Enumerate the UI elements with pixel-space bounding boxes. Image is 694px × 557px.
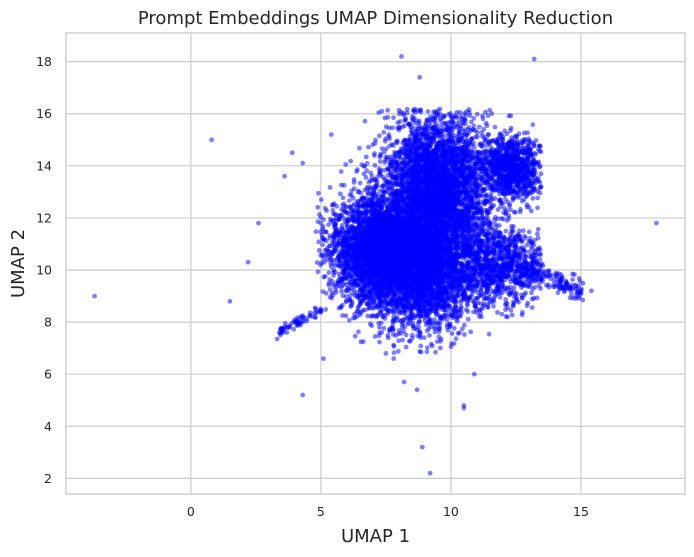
scatter-point	[396, 348, 401, 354]
scatter-point	[459, 326, 465, 332]
scatter-points	[92, 54, 659, 476]
scatter-point	[397, 119, 403, 124]
scatter-point	[315, 269, 321, 275]
scatter-point	[340, 293, 346, 299]
scatter-point	[453, 336, 459, 342]
scatter-point	[486, 132, 491, 138]
scatter-point	[421, 335, 427, 341]
scatter-point	[403, 332, 409, 338]
scatter-point	[352, 333, 358, 339]
scatter-point	[377, 339, 382, 345]
scatter-point	[462, 322, 467, 328]
scatter-point	[372, 162, 378, 168]
scatter-point	[516, 299, 521, 305]
scatter-point	[538, 171, 544, 177]
scatter-point	[449, 331, 455, 336]
scatter-point	[414, 327, 420, 333]
scatter-point	[512, 209, 517, 215]
scatter-point	[391, 115, 396, 121]
scatter-point	[508, 207, 513, 213]
scatter-point	[376, 110, 382, 115]
scatter-point	[369, 314, 374, 319]
scatter-point	[323, 290, 329, 296]
scatter-point	[349, 188, 355, 194]
scatter-point	[351, 177, 357, 182]
scatter-point	[362, 118, 368, 124]
scatter-point	[357, 145, 362, 151]
scatter-point	[329, 295, 335, 301]
scatter-point	[315, 219, 321, 225]
scatter-point	[379, 146, 385, 152]
scatter-point	[530, 196, 536, 201]
scatter-point	[381, 325, 387, 331]
scatter-point	[427, 333, 432, 338]
scatter-point	[468, 329, 474, 335]
scatter-point	[338, 169, 344, 175]
scatter-point	[465, 316, 471, 322]
scatter-point	[425, 109, 431, 114]
scatter-point	[535, 195, 540, 201]
scatter-point	[503, 228, 509, 234]
scatter-point	[366, 144, 371, 150]
scatter-point	[479, 130, 485, 135]
scatter-point	[382, 115, 388, 121]
scatter-point	[385, 107, 390, 113]
scatter-point	[377, 133, 382, 139]
scatter-point	[400, 337, 405, 343]
scatter-point	[526, 229, 532, 235]
scatter-point	[339, 289, 344, 294]
scatter-point	[495, 310, 500, 315]
scatter-point	[331, 201, 337, 207]
scatter-point	[339, 223, 345, 228]
scatter-point	[364, 168, 370, 174]
scatter-point	[451, 325, 457, 331]
scatter-point	[433, 349, 438, 355]
scatter-point	[357, 180, 363, 186]
scatter-point	[381, 130, 387, 135]
scatter-point	[471, 116, 477, 121]
scatter-point	[343, 162, 349, 167]
scatter-point	[403, 344, 409, 350]
scatter-point	[457, 330, 462, 336]
scatter-point	[327, 185, 333, 190]
scatter-point	[529, 290, 534, 296]
scatter-point	[316, 190, 321, 196]
scatter-point	[316, 248, 322, 253]
